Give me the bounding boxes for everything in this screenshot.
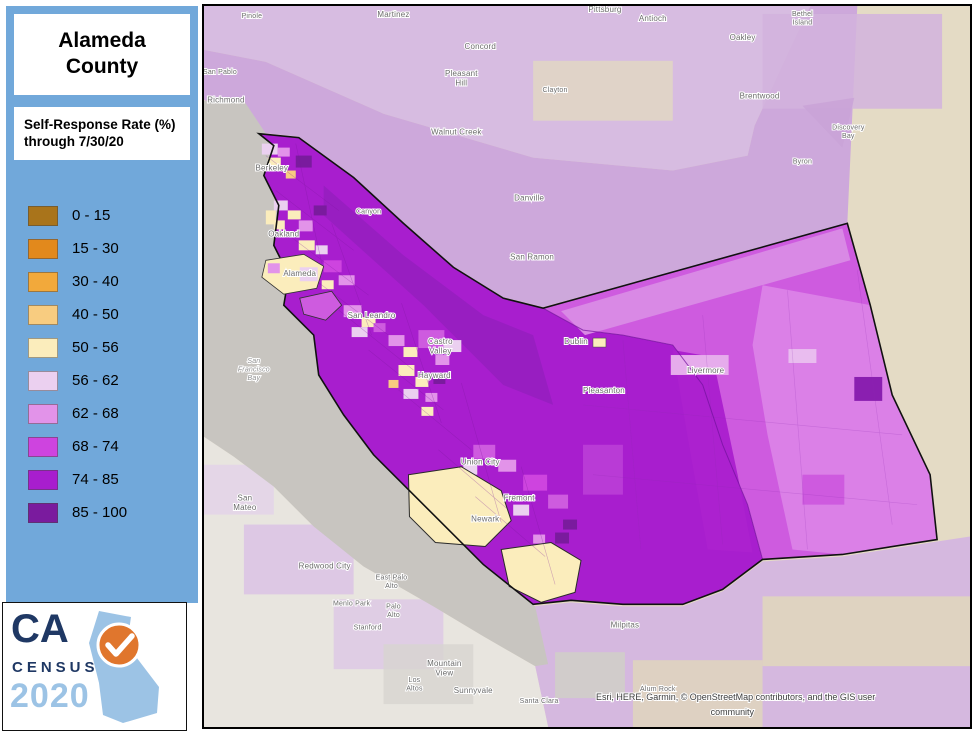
map-label: Pittsburg: [588, 6, 621, 14]
legend-swatch: [28, 271, 58, 292]
legend-swatch: [28, 403, 58, 424]
census-logo-card: CA CENSUS 2020: [2, 602, 187, 731]
tract-boundaries-east: [582, 270, 918, 550]
map-label: San Pablo: [204, 69, 237, 76]
attribution-text: community: [711, 707, 755, 717]
legend-item: 40 - 50: [28, 304, 190, 325]
map-label: San Francisco Bay: [238, 358, 270, 382]
logo-census-text: CENSUS: [12, 659, 99, 676]
map-label: Fremont: [504, 494, 536, 503]
map-label: Discovery Bay: [832, 125, 865, 140]
map-label: Oakland: [268, 229, 299, 238]
map-label: Pleasant Hill: [445, 69, 478, 87]
map-label: Alum Rock: [640, 686, 676, 693]
map-label: Martinez: [377, 10, 409, 19]
legend-label: 15 - 30: [72, 240, 119, 258]
map-canvas[interactable]: Pinole Martinez Pittsburg Antioch Bethel Isla…: [204, 6, 970, 727]
legend-swatch: [28, 337, 58, 358]
map-label: Clayton: [543, 87, 568, 94]
map-label: Walnut Creek: [431, 128, 481, 137]
map-label: Newark: [471, 515, 499, 524]
legend-label: 85 - 100: [72, 504, 128, 522]
county-tracts: [256, 132, 938, 606]
map-label: Hayward: [418, 371, 451, 380]
tract-patches: [261, 143, 623, 544]
attribution-text: Esri, HERE, Garmin, © OpenStreetMap cont…: [596, 692, 875, 702]
map-label: Alameda: [283, 269, 316, 278]
checkmark-badge: [96, 622, 142, 668]
map-label: Pleasanton: [583, 386, 625, 395]
legend-item: 74 - 85: [28, 469, 190, 490]
legend: 0 - 15 15 - 30 30 - 40 40 - 50 50 - 56 56 - 6…: [14, 205, 190, 523]
legend-label: 62 - 68: [72, 405, 119, 423]
legend-label: 40 - 50: [72, 306, 119, 324]
logo-ca-text: CA: [11, 607, 69, 651]
map-label: Mountain View: [427, 659, 461, 677]
legend-item: 68 - 74: [28, 436, 190, 457]
legend-item: 15 - 30: [28, 238, 190, 259]
map-attribution: Esri, HERE, Garmin, © OpenStreetMap cont…: [595, 691, 876, 718]
map-label: Milpitas: [611, 620, 640, 629]
legend-label: 56 - 62: [72, 372, 119, 390]
map-label: San Mateo: [233, 494, 257, 512]
map-label: Danville: [514, 193, 544, 202]
map-label: Union City: [461, 458, 500, 467]
legend-item: 56 - 62: [28, 370, 190, 391]
map-title: Alameda County: [14, 14, 190, 95]
legend-swatch: [28, 469, 58, 490]
map-label: Dublin: [564, 337, 588, 346]
map-label: Palo Alto: [386, 603, 401, 618]
legend-swatch: [28, 502, 58, 523]
legend-label: 50 - 56: [72, 339, 119, 357]
map-label: Stanford: [354, 624, 382, 631]
legend-label: 74 - 85: [72, 471, 119, 489]
city-labels-layer: Pinole Martinez Pittsburg Antioch Bethel Isla…: [204, 6, 866, 706]
legend-swatch: [28, 370, 58, 391]
bay-water: [204, 100, 549, 667]
map-label: Sunnyvale: [454, 686, 493, 695]
map-label: San Ramon: [510, 252, 554, 261]
map-label: Pinole: [242, 13, 263, 20]
check-icon: [105, 633, 135, 657]
map-label: Byron: [793, 159, 812, 166]
legend-item: 0 - 15: [28, 205, 190, 226]
map-frame: Pinole Martinez Pittsburg Antioch Bethel Isla…: [202, 4, 972, 729]
map-label: Castro Valley: [428, 337, 453, 355]
legend-label: 68 - 74: [72, 438, 119, 456]
map-label: Berkeley: [256, 164, 289, 173]
logo-2020-text: 2020: [10, 677, 90, 715]
census-logo-art: [89, 611, 159, 723]
map-label: Santa Clara: [520, 698, 559, 705]
legend-swatch: [28, 304, 58, 325]
map-label: Redwood City: [299, 561, 351, 570]
legend-item: 50 - 56: [28, 337, 190, 358]
map-label: Livermore: [687, 366, 725, 375]
legend-swatch: [28, 205, 58, 226]
tract-boundaries-west: [265, 143, 556, 585]
map-label: Brentwood: [740, 92, 780, 101]
legend-label: 0 - 15: [72, 207, 111, 225]
legend-item: 30 - 40: [28, 271, 190, 292]
map-label: Los Altos: [406, 677, 423, 692]
map-label: Canyon: [356, 208, 381, 215]
map-label: San Leandro: [348, 311, 396, 320]
map-label: East Palo Alto: [376, 574, 408, 589]
map-label: Richmond: [207, 96, 244, 105]
legend-panel: Alameda County Self-Response Rate (%) th…: [6, 6, 198, 603]
legend-item: 62 - 68: [28, 403, 190, 424]
map-subtitle: Self-Response Rate (%) through 7/30/20: [14, 106, 190, 160]
legend-item: 85 - 100: [28, 502, 190, 523]
map-label: Oakley: [730, 33, 756, 42]
map-label: Bethel Island: [792, 11, 813, 26]
legend-swatch: [28, 238, 58, 259]
map-label: Menlo Park: [333, 600, 371, 607]
map-label: Antioch: [639, 14, 667, 23]
legend-label: 30 - 40: [72, 273, 119, 291]
legend-swatch: [28, 436, 58, 457]
map-label: Concord: [465, 42, 497, 51]
